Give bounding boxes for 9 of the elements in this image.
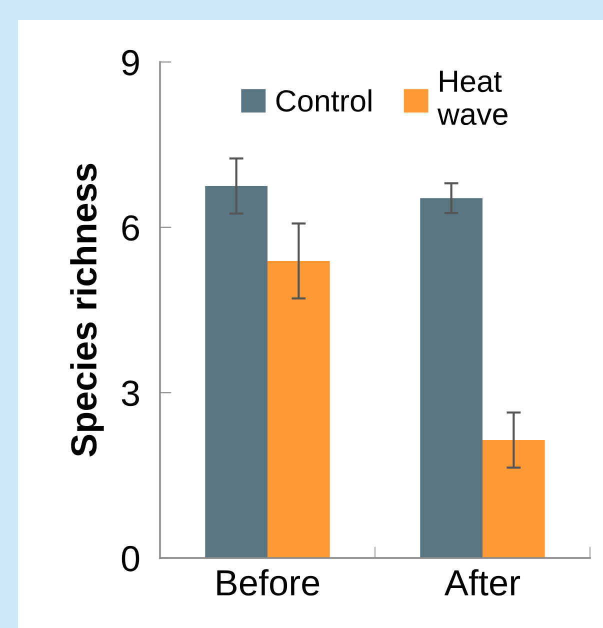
y-tick-label: 9 xyxy=(122,50,139,76)
x-tick-label: After xyxy=(444,569,520,596)
y-tick-label: 3 xyxy=(122,380,139,406)
y-tick-label: 0 xyxy=(122,546,140,572)
x-tick-label: Before xyxy=(217,569,320,596)
y-axis-title: Species richness xyxy=(70,164,104,456)
y-tick-label: 6 xyxy=(122,215,139,241)
legend-label: Control xyxy=(276,89,372,112)
legend-label: Heat wave xyxy=(437,70,508,126)
